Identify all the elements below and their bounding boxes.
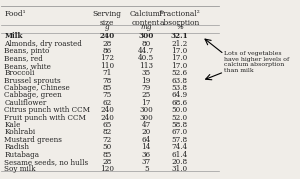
Text: 20.8: 20.8 xyxy=(172,158,188,166)
Text: 36: 36 xyxy=(142,151,151,159)
Text: Broccoli: Broccoli xyxy=(4,69,34,77)
Text: 50.0: 50.0 xyxy=(172,106,188,114)
Text: 300: 300 xyxy=(139,32,154,40)
Text: 78: 78 xyxy=(103,77,112,85)
Text: 58.8: 58.8 xyxy=(172,121,188,129)
Text: Almonds, dry roasted: Almonds, dry roasted xyxy=(4,40,82,48)
Text: %: % xyxy=(176,23,183,32)
Text: 68.6: 68.6 xyxy=(172,99,188,107)
Text: Mustard greens: Mustard greens xyxy=(4,136,62,144)
Text: 65: 65 xyxy=(103,121,112,129)
Text: 240: 240 xyxy=(100,32,115,40)
Text: 72: 72 xyxy=(103,136,112,144)
Text: 110: 110 xyxy=(100,62,114,70)
Text: 47: 47 xyxy=(142,121,151,129)
Text: Beans, red: Beans, red xyxy=(4,54,43,62)
Text: 61.4: 61.4 xyxy=(172,151,188,159)
Text: 14: 14 xyxy=(142,143,151,151)
Text: Kohlrabi: Kohlrabi xyxy=(4,129,35,136)
Text: 19: 19 xyxy=(142,77,151,85)
Text: 52.0: 52.0 xyxy=(172,114,188,122)
Text: 28: 28 xyxy=(103,40,112,48)
Text: 57.8: 57.8 xyxy=(172,136,188,144)
Text: 240: 240 xyxy=(100,106,114,114)
Text: 63.8: 63.8 xyxy=(172,77,188,85)
Text: mg: mg xyxy=(140,23,152,32)
Text: 35: 35 xyxy=(142,69,151,77)
Text: 300: 300 xyxy=(139,106,153,114)
Text: 20: 20 xyxy=(142,129,151,136)
Text: 52.6: 52.6 xyxy=(172,69,188,77)
Text: 71: 71 xyxy=(103,69,112,77)
Text: 62: 62 xyxy=(103,99,112,107)
Text: 300: 300 xyxy=(139,114,153,122)
Text: Fruit punch with CCM: Fruit punch with CCM xyxy=(4,114,86,122)
Text: Beans, pinto: Beans, pinto xyxy=(4,47,50,55)
Text: 25: 25 xyxy=(142,91,151,100)
Text: 86: 86 xyxy=(103,47,112,55)
Text: 85: 85 xyxy=(103,151,112,159)
Text: 17.0: 17.0 xyxy=(172,47,188,55)
Text: 31.0: 31.0 xyxy=(172,165,188,173)
Text: Cauliflower: Cauliflower xyxy=(4,99,46,107)
Text: Citrus punch with CCM: Citrus punch with CCM xyxy=(4,106,90,114)
Text: 120: 120 xyxy=(100,165,114,173)
Text: 21.2: 21.2 xyxy=(172,40,188,48)
Text: 82: 82 xyxy=(103,129,112,136)
Text: Soy milk: Soy milk xyxy=(4,165,36,173)
Text: Radish: Radish xyxy=(4,143,29,151)
Text: 53.8: 53.8 xyxy=(172,84,188,92)
Text: 32.1: 32.1 xyxy=(171,32,188,40)
Text: Calcium²
content: Calcium² content xyxy=(129,10,163,27)
Text: 37: 37 xyxy=(142,158,151,166)
Text: 44.7: 44.7 xyxy=(138,47,154,55)
Text: 17.0: 17.0 xyxy=(172,62,188,70)
Text: 172: 172 xyxy=(100,54,114,62)
Text: 74.4: 74.4 xyxy=(172,143,188,151)
Text: 80: 80 xyxy=(142,40,151,48)
Text: Cabbage, Chinese: Cabbage, Chinese xyxy=(4,84,70,92)
Text: 85: 85 xyxy=(103,84,112,92)
Text: 113: 113 xyxy=(139,62,153,70)
Text: Lots of vegetables
have higher levels of
calcium absorption
than milk: Lots of vegetables have higher levels of… xyxy=(224,51,290,73)
Text: 240: 240 xyxy=(100,114,114,122)
Text: g: g xyxy=(105,23,110,32)
Text: 75: 75 xyxy=(103,91,112,100)
Text: Fractional²
absorption: Fractional² absorption xyxy=(159,10,200,27)
Text: 64.9: 64.9 xyxy=(172,91,188,100)
Text: Milk: Milk xyxy=(4,32,23,40)
Text: 64: 64 xyxy=(142,136,151,144)
Text: 17.0: 17.0 xyxy=(172,54,188,62)
Text: 50: 50 xyxy=(103,143,112,151)
Text: Kale: Kale xyxy=(4,121,20,129)
Text: Sesame seeds, no hulls: Sesame seeds, no hulls xyxy=(4,158,88,166)
Text: Food¹: Food¹ xyxy=(4,10,26,18)
Text: Rutabaga: Rutabaga xyxy=(4,151,39,159)
Text: 17: 17 xyxy=(142,99,151,107)
Text: Brussel sprouts: Brussel sprouts xyxy=(4,77,61,85)
Text: 5: 5 xyxy=(144,165,148,173)
Text: Serving
size: Serving size xyxy=(93,10,122,27)
Text: Beans, white: Beans, white xyxy=(4,62,51,70)
Text: 40.5: 40.5 xyxy=(138,54,154,62)
Text: 79: 79 xyxy=(142,84,151,92)
Text: 28: 28 xyxy=(103,158,112,166)
Text: Cabbage, green: Cabbage, green xyxy=(4,91,62,100)
Text: 67.0: 67.0 xyxy=(172,129,188,136)
